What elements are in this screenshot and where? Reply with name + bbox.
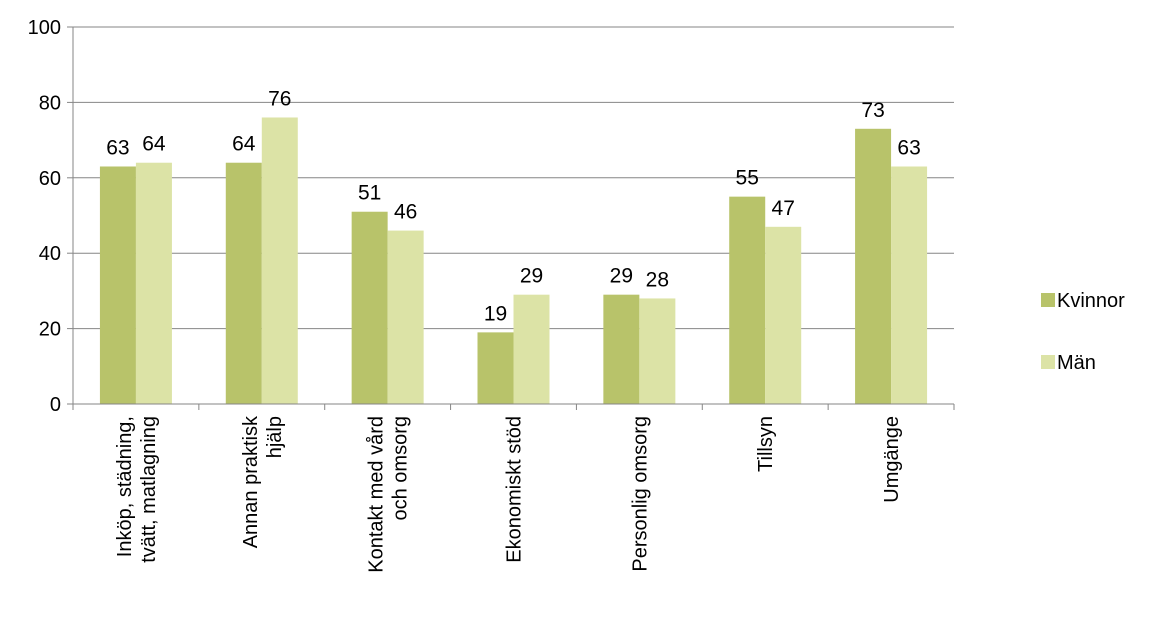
bar-kvinnor <box>729 196 766 404</box>
data-label: 28 <box>646 268 669 291</box>
data-labels: 63 64 64 76 51 46 19 29 29 28 55 47 73 63 <box>106 87 921 325</box>
x-category-label-line: Personlig omsorg <box>629 416 651 572</box>
x-category-label: Ekonomiskt stöd <box>504 416 526 563</box>
legend-swatch-män <box>1041 355 1055 369</box>
data-label: 55 <box>736 167 759 190</box>
x-category-label: Umgänge <box>881 416 903 503</box>
data-label: 29 <box>610 265 633 288</box>
bar-kvinnor <box>225 162 262 404</box>
data-label: 47 <box>772 197 795 220</box>
data-label: 46 <box>394 201 417 224</box>
legend-label: Kvinnor <box>1057 290 1125 312</box>
legend-label: Män <box>1057 352 1096 374</box>
x-category-label-line: Umgänge <box>881 416 903 503</box>
bar-män <box>261 117 298 404</box>
data-label: 63 <box>106 136 129 159</box>
data-label: 76 <box>268 87 291 110</box>
bar-män <box>891 166 928 404</box>
x-category-label: Annan praktisk hjälp <box>240 415 286 548</box>
data-label: 51 <box>358 182 381 205</box>
bar-män <box>387 230 424 404</box>
y-tick-label: 0 <box>50 394 61 416</box>
bar-kvinnor <box>477 332 514 404</box>
bar-män <box>639 298 676 404</box>
x-category-label: Personlig omsorg <box>629 416 651 572</box>
legend-swatch-kvinnor <box>1041 293 1055 307</box>
x-category-label-line: Kontakt med vård <box>366 416 388 573</box>
bar-kvinnor <box>99 166 136 404</box>
gridlines <box>73 26 954 330</box>
data-label: 64 <box>142 133 166 156</box>
bar-män <box>135 162 172 404</box>
bar-män <box>513 294 550 404</box>
bar-kvinnor <box>351 211 388 404</box>
x-category-label-line: Tillsyn <box>755 416 777 472</box>
y-tick-label: 60 <box>39 168 61 190</box>
x-category-label-line: Inköp, städning, <box>114 416 136 557</box>
data-label: 64 <box>232 133 256 156</box>
data-label: 63 <box>897 136 920 159</box>
x-category-label-line: hjälp <box>264 416 286 458</box>
x-category-label: Inköp, städning, tvätt, matlagning <box>114 416 160 563</box>
y-tick-label: 80 <box>39 92 61 114</box>
axes: 0 20 40 60 80 100 <box>28 17 955 416</box>
x-category-label-line: Ekonomiskt stöd <box>504 416 526 563</box>
bars <box>99 117 928 405</box>
x-category-label: Kontakt med vård och omsorg <box>366 416 412 573</box>
x-category-label-line: Annan praktisk <box>240 415 262 548</box>
x-category-label: Tillsyn <box>755 416 777 472</box>
y-tick-label: 40 <box>39 243 61 265</box>
bar-män <box>765 226 802 404</box>
category-labels: Inköp, städning, tvätt, matlagning Annan p… <box>114 415 903 573</box>
legend: Kvinnor Män <box>1041 290 1125 374</box>
bar-kvinnor <box>603 294 640 404</box>
data-label: 19 <box>484 302 507 325</box>
x-category-label-line: tvätt, matlagning <box>138 416 160 563</box>
y-tick-label: 20 <box>39 319 61 341</box>
y-tick-label: 100 <box>28 17 61 39</box>
data-label: 29 <box>520 265 543 288</box>
bar-kvinnor <box>855 128 892 405</box>
x-category-label-line: och omsorg <box>390 416 412 521</box>
data-label: 73 <box>861 99 884 122</box>
